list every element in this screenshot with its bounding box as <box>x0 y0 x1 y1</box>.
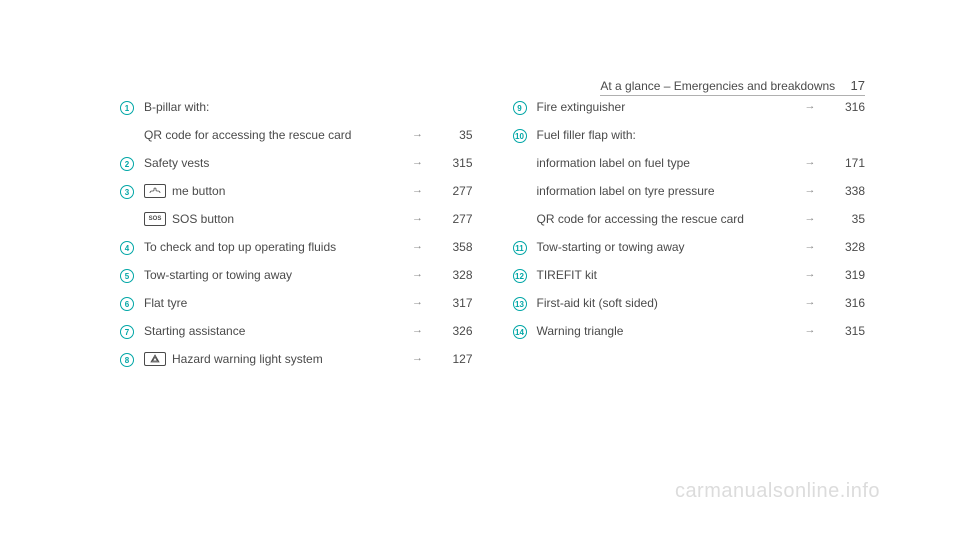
list-item: 11 Tow-starting or towing away→328 <box>513 240 866 258</box>
page-reference: 277 <box>433 184 473 198</box>
list-item: 1 B-pillar with: <box>120 100 473 118</box>
list-item: QR code for accessing the rescue card→35 <box>120 128 473 146</box>
item-label: B-pillar with: <box>144 100 403 114</box>
left-column: 1 B-pillar with: QR code for accessing the… <box>120 100 473 380</box>
item-label: First-aid kit (soft sided) <box>537 296 796 310</box>
page-reference: 315 <box>433 156 473 170</box>
page-reference: 317 <box>433 296 473 310</box>
item-label: Tow-starting or towing away <box>537 240 796 254</box>
arrow-icon: → <box>795 212 825 224</box>
content-area: 1 B-pillar with: QR code for accessing the… <box>0 0 960 380</box>
item-label: To check and top up operating fluids <box>144 240 403 254</box>
arrow-icon: → <box>403 268 433 280</box>
sos-icon: SOS <box>144 212 166 226</box>
list-item: 13 First-aid kit (soft sided)→316 <box>513 296 866 314</box>
arrow-icon: → <box>795 184 825 196</box>
bullet-marker: 3 <box>120 185 134 199</box>
item-label: QR code for accessing the rescue card <box>537 212 796 226</box>
item-label: TIREFIT kit <box>537 268 796 282</box>
header-title: At a glance – Emergencies and breakdowns <box>600 79 835 93</box>
bullet-marker: 14 <box>513 325 527 339</box>
page-reference: 358 <box>433 240 473 254</box>
arrow-icon: → <box>795 324 825 336</box>
arrow-icon: → <box>403 212 433 224</box>
page-reference: 326 <box>433 324 473 338</box>
arrow-icon: → <box>795 296 825 308</box>
bullet-marker: 1 <box>120 101 134 115</box>
arrow-icon: → <box>795 100 825 112</box>
item-label: me button <box>144 184 403 198</box>
list-item: information label on fuel type→171 <box>513 156 866 174</box>
bullet-marker: 5 <box>120 269 134 283</box>
list-item: information label on tyre pressure→338 <box>513 184 866 202</box>
item-label: Warning triangle <box>537 324 796 338</box>
item-label: Fuel filler flap with: <box>537 128 796 142</box>
arrow-icon: → <box>795 156 825 168</box>
page-reference: 127 <box>433 352 473 366</box>
page-reference: 328 <box>433 268 473 282</box>
list-item: QR code for accessing the rescue card→35 <box>513 212 866 230</box>
list-item: 4 To check and top up operating fluids→35… <box>120 240 473 258</box>
page-reference: 316 <box>825 100 865 114</box>
page-reference: 315 <box>825 324 865 338</box>
item-label: information label on tyre pressure <box>537 184 796 198</box>
bullet-marker: 6 <box>120 297 134 311</box>
list-item: 3 me button→277 <box>120 184 473 202</box>
bullet-marker: 4 <box>120 241 134 255</box>
item-label: SOSSOS button <box>144 212 403 226</box>
page-reference: 277 <box>433 212 473 226</box>
bullet-marker: 13 <box>513 297 527 311</box>
arrow-icon: → <box>795 240 825 252</box>
arrow-icon: → <box>403 352 433 364</box>
list-item: 12 TIREFIT kit→319 <box>513 268 866 286</box>
list-item: 7 Starting assistance→326 <box>120 324 473 342</box>
page-reference: 319 <box>825 268 865 282</box>
list-item: 6 Flat tyre→317 <box>120 296 473 314</box>
right-column: 9Fire extinguisher→31610Fuel filler flap… <box>513 100 866 380</box>
bullet-marker: 12 <box>513 269 527 283</box>
arrow-icon: → <box>403 184 433 196</box>
page-number: 17 <box>851 78 865 93</box>
list-item: 14 Warning triangle→315 <box>513 324 866 342</box>
list-item: 10 Fuel filler flap with: <box>513 128 866 146</box>
list-item: 2 Safety vests→315 <box>120 156 473 174</box>
list-item: 9 Fire extinguisher→316 <box>513 100 866 118</box>
page-reference: 328 <box>825 240 865 254</box>
bullet-marker: 11 <box>513 241 527 255</box>
hazard-icon <box>144 352 166 366</box>
item-label: Hazard warning light system <box>144 352 403 366</box>
bullet-marker: 8 <box>120 353 134 367</box>
page-reference: 171 <box>825 156 865 170</box>
arrow-icon: → <box>403 324 433 336</box>
bullet-marker: 10 <box>513 129 527 143</box>
arrow-icon: → <box>403 240 433 252</box>
item-label: Fire extinguisher <box>537 100 796 114</box>
arrow-icon: → <box>403 296 433 308</box>
watermark: carmanualsonline.info <box>675 480 880 503</box>
arrow-icon: → <box>403 128 433 140</box>
bullet-marker: 7 <box>120 325 134 339</box>
page-reference: 35 <box>825 212 865 226</box>
list-item: SOSSOS button→277 <box>120 212 473 230</box>
item-label: QR code for accessing the rescue card <box>144 128 403 142</box>
bullet-marker: 9 <box>513 101 527 115</box>
item-label: Starting assistance <box>144 324 403 338</box>
page-reference: 338 <box>825 184 865 198</box>
arrow-icon: → <box>403 156 433 168</box>
page-reference: 316 <box>825 296 865 310</box>
list-item: 8 Hazard warning light system→127 <box>120 352 473 370</box>
arrow-icon: → <box>795 268 825 280</box>
item-label: Tow-starting or towing away <box>144 268 403 282</box>
page-reference: 35 <box>433 128 473 142</box>
list-item: 5 Tow-starting or towing away→328 <box>120 268 473 286</box>
item-label: information label on fuel type <box>537 156 796 170</box>
bullet-marker: 2 <box>120 157 134 171</box>
page-header: At a glance – Emergencies and breakdowns… <box>600 78 865 96</box>
item-label: Safety vests <box>144 156 403 170</box>
item-label: Flat tyre <box>144 296 403 310</box>
phone-icon <box>144 184 166 198</box>
